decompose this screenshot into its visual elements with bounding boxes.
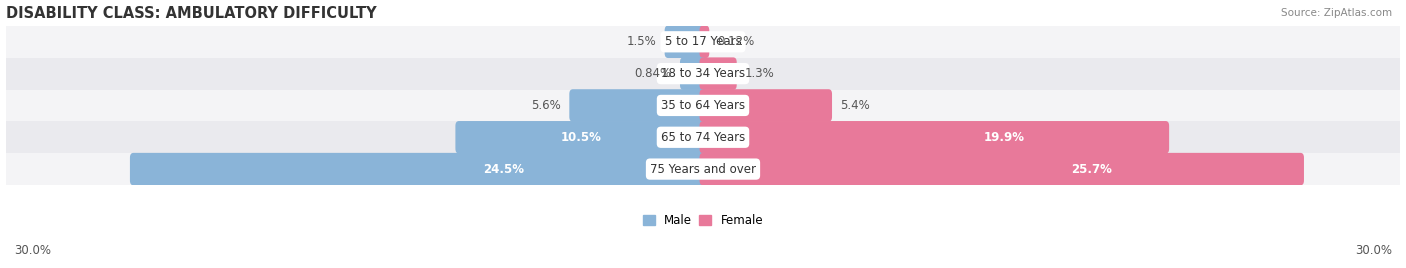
FancyBboxPatch shape xyxy=(700,153,1303,185)
FancyBboxPatch shape xyxy=(665,25,706,58)
Text: 35 to 64 Years: 35 to 64 Years xyxy=(661,99,745,112)
Text: 0.84%: 0.84% xyxy=(634,67,672,80)
Text: 5.4%: 5.4% xyxy=(841,99,870,112)
Text: 10.5%: 10.5% xyxy=(561,131,602,144)
FancyBboxPatch shape xyxy=(700,89,832,122)
Text: 5 to 17 Years: 5 to 17 Years xyxy=(665,35,741,48)
Text: Source: ZipAtlas.com: Source: ZipAtlas.com xyxy=(1281,8,1392,18)
Text: 30.0%: 30.0% xyxy=(14,244,51,257)
Bar xyxy=(6,121,1400,153)
Legend: Male, Female: Male, Female xyxy=(643,214,763,227)
FancyBboxPatch shape xyxy=(681,57,706,90)
Text: 24.5%: 24.5% xyxy=(484,163,524,176)
FancyBboxPatch shape xyxy=(700,57,737,90)
Text: 30.0%: 30.0% xyxy=(1355,244,1392,257)
Text: DISABILITY CLASS: AMBULATORY DIFFICULTY: DISABILITY CLASS: AMBULATORY DIFFICULTY xyxy=(6,6,377,21)
Bar xyxy=(6,153,1400,185)
Bar xyxy=(6,26,1400,58)
Text: 65 to 74 Years: 65 to 74 Years xyxy=(661,131,745,144)
FancyBboxPatch shape xyxy=(700,121,1170,154)
Text: 1.5%: 1.5% xyxy=(627,35,657,48)
Text: 1.3%: 1.3% xyxy=(745,67,775,80)
Text: 0.12%: 0.12% xyxy=(717,35,755,48)
Text: 18 to 34 Years: 18 to 34 Years xyxy=(661,67,745,80)
Bar xyxy=(6,58,1400,90)
FancyBboxPatch shape xyxy=(700,25,709,58)
Text: 19.9%: 19.9% xyxy=(983,131,1024,144)
Text: 25.7%: 25.7% xyxy=(1071,163,1112,176)
FancyBboxPatch shape xyxy=(129,153,706,185)
Bar xyxy=(6,90,1400,121)
Text: 5.6%: 5.6% xyxy=(531,99,561,112)
Text: 75 Years and over: 75 Years and over xyxy=(650,163,756,176)
FancyBboxPatch shape xyxy=(569,89,706,122)
FancyBboxPatch shape xyxy=(456,121,706,154)
